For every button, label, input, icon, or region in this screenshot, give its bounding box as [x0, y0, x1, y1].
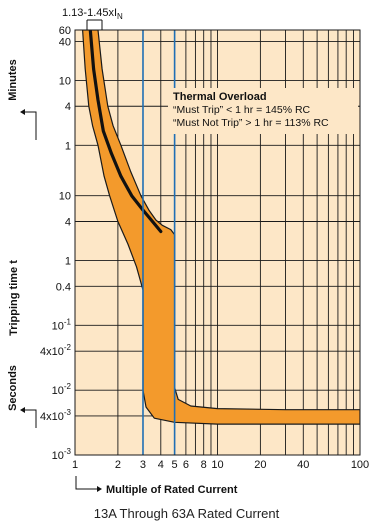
y-tick-label: 1	[65, 256, 71, 268]
y-tick-label: 4	[65, 101, 71, 113]
x-tick-label: 40	[297, 459, 309, 471]
y-tick-label: 4	[65, 217, 71, 229]
x-tick-label: 100	[351, 459, 369, 471]
minutes-arrow	[24, 111, 37, 140]
x-tick-labels: 1 2 3 4 5 6 8 10 20 40 100	[72, 459, 369, 471]
y-tick-label: 10	[59, 191, 71, 203]
x-tick-label: 4	[158, 459, 164, 471]
annotation-line-1: “Must Trip” < 1 hr = 145% RC	[173, 104, 311, 116]
center-curve	[88, 30, 163, 234]
x-tick-label: 3	[140, 459, 146, 471]
trip-band	[82, 30, 360, 425]
x-tick-label: 1	[72, 459, 78, 471]
seconds-arrowhead	[20, 407, 25, 413]
svg-text:1.13-1.45xIN: 1.13-1.45xIN	[62, 7, 123, 21]
y-tick-label: 10-2	[52, 382, 72, 397]
x-tick-label: 10	[211, 459, 223, 471]
y-tick-label: 40	[59, 36, 71, 48]
seconds-label: Seconds	[7, 365, 19, 411]
x-tick-label: 8	[201, 459, 207, 471]
trip-curve-chart: 1 2 3 4 5 6 8 10 20 40 100 6040104110410.410-14x10…	[7, 7, 369, 496]
x-axis-arrow	[75, 476, 98, 490]
chart-caption: 13A Through 63A Rated Current	[93, 506, 280, 521]
x-axis-arrowhead	[97, 486, 102, 492]
annotation: Thermal Overload “Must Trip” < 1 hr = 14…	[168, 88, 358, 134]
top-label-main: 1.13-1.45xI	[62, 7, 117, 19]
y-tick-label: 10-1	[52, 317, 72, 332]
x-tick-label: 6	[183, 459, 189, 471]
y-tick-label: 4x10-2	[40, 343, 72, 358]
top-range-label: 1.13-1.45xIN	[62, 7, 123, 30]
y-tick-label: 10-3	[52, 447, 72, 462]
minutes-arrowhead	[20, 109, 25, 115]
trip-band-layer	[82, 30, 360, 425]
plot-border	[74, 29, 361, 456]
x-axis-title-group: Multiple of Rated Current	[75, 476, 238, 496]
seconds-arrow	[24, 409, 37, 428]
y-tick-label: 4x10-3	[40, 408, 72, 423]
y-axis-label: Tripping time t	[8, 260, 20, 336]
y-tick-label: 10	[59, 75, 71, 87]
annotation-title: Thermal Overload	[173, 91, 267, 103]
x-tick-label: 2	[115, 459, 121, 471]
x-tick-label: 5	[172, 459, 178, 471]
y-tick-label: 0.4	[56, 281, 71, 293]
annotation-background	[168, 88, 358, 134]
minutes-label: Minutes	[7, 59, 19, 101]
annotation-line-2: “Must Not Trip” > 1 hr = 113% RC	[173, 117, 329, 129]
x-tick-label: 20	[254, 459, 266, 471]
y-axis-titles: Tripping time t Minutes Seconds	[7, 59, 37, 428]
y-tick-label: 1	[65, 140, 71, 152]
top-label-sub: N	[117, 12, 123, 21]
y-tick-label: 60	[59, 25, 71, 37]
x-axis-label: Multiple of Rated Current	[106, 484, 238, 496]
